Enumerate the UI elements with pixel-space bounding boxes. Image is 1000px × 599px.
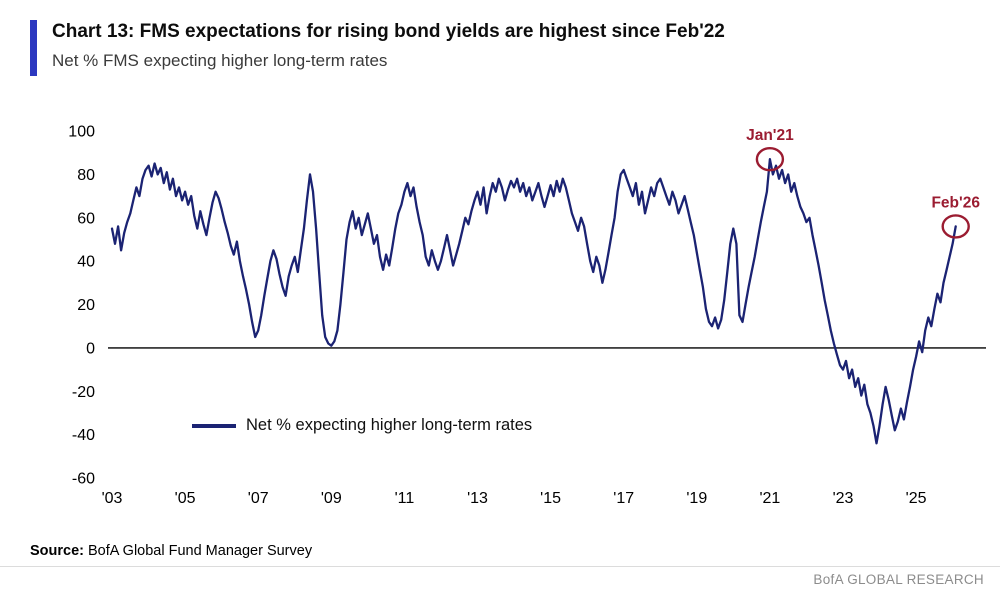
y-tick-label: 80 [77, 167, 95, 184]
legend: Net % expecting higher long-term rates [192, 416, 532, 435]
x-tick-label: '11 [395, 490, 415, 507]
y-tick-label: 20 [77, 297, 95, 314]
annotation-circle [755, 146, 785, 172]
footer-divider [0, 566, 1000, 567]
data-line [110, 158, 957, 445]
y-tick-label: 0 [86, 340, 95, 357]
x-tick-label: '25 [906, 490, 927, 507]
x-tick-label: '09 [321, 490, 342, 507]
legend-line-swatch [192, 423, 236, 428]
y-tick-label: 60 [77, 210, 95, 227]
chart-title: Chart 13: FMS expectations for rising bo… [52, 21, 725, 42]
x-tick-label: '19 [686, 490, 707, 507]
y-tick-label: -60 [72, 471, 95, 488]
y-tick-label: 40 [77, 254, 95, 271]
brand-text: BofA GLOBAL RESEARCH [813, 572, 984, 587]
source-text: BofA Global Fund Manager Survey [88, 543, 313, 559]
source-label: Source: [30, 543, 84, 559]
annotation-circle [941, 214, 970, 239]
y-tick-label: -20 [72, 384, 95, 401]
y-tick-label: -40 [72, 427, 95, 444]
annotation-label: Feb'26 [931, 194, 980, 211]
y-tick-label: 100 [68, 124, 95, 141]
x-tick-label: '05 [175, 490, 196, 507]
chart-header: Chart 13: FMS expectations for rising bo… [30, 20, 725, 76]
x-tick-label: '13 [467, 490, 488, 507]
x-tick-label: '21 [759, 490, 780, 507]
source-note: Source: BofA Global Fund Manager Survey [30, 543, 312, 559]
title-accent-bar [30, 20, 37, 76]
x-tick-label: '03 [102, 490, 123, 507]
x-tick-label: '23 [833, 490, 854, 507]
annotation-label: Jan'21 [746, 127, 794, 144]
x-tick-label: '15 [540, 490, 561, 507]
legend-label: Net % expecting higher long-term rates [246, 416, 533, 434]
x-tick-label: '17 [613, 490, 634, 507]
chart-subtitle: Net % FMS expecting higher long-term rat… [52, 50, 388, 70]
x-tick-label: '07 [248, 490, 269, 507]
